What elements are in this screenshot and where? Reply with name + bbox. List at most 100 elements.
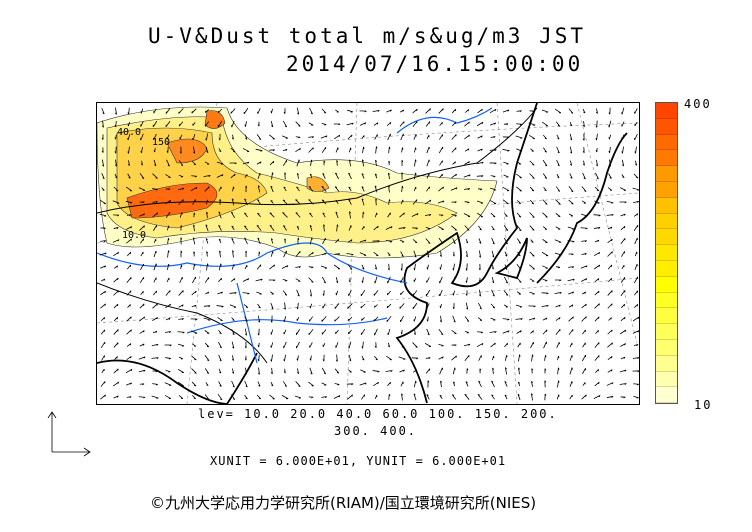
wind-arrow: [399, 109, 405, 113]
wind-arrow: [632, 330, 640, 334]
wind-arrow: [385, 239, 393, 243]
wind-arrow: [414, 159, 417, 167]
wind-arrow: [165, 108, 171, 114]
wind-arrow: [348, 369, 352, 373]
wind-arrow: [581, 316, 587, 322]
wind-arrow: [476, 342, 484, 348]
contour-levels-line1: lev= 10.0 20.0 40.0 60.0 100. 150. 200.: [198, 407, 558, 421]
wind-arrow: [607, 303, 613, 309]
wind-arrow: [296, 107, 300, 115]
wind-arrow: [230, 394, 236, 400]
wind-arrow: [166, 134, 170, 140]
wind-arrow: [516, 277, 522, 283]
wind-arrow: [309, 173, 313, 179]
wind-arrow: [595, 330, 599, 334]
wind-arrow: [557, 380, 560, 388]
colorbar-band: [656, 355, 677, 372]
wind-arrow: [502, 186, 510, 192]
wind-arrow: [491, 289, 495, 297]
wind-arrow: [581, 200, 587, 204]
wind-arrow: [620, 290, 626, 296]
wind-arrow: [204, 186, 210, 192]
colorbar-band: [656, 150, 677, 167]
wind-arrow: [388, 393, 391, 400]
wind-arrow: [245, 185, 248, 193]
wind-arrow: [361, 159, 365, 167]
wind-arrow: [516, 238, 522, 244]
wind-arrow: [348, 329, 352, 335]
wind-arrow: [126, 277, 132, 283]
wind-arrow: [244, 328, 248, 336]
wind-arrow: [464, 134, 470, 140]
wind-arrow: [308, 316, 313, 322]
wind-arrow: [100, 199, 106, 205]
wind-arrow: [530, 341, 534, 349]
wind-arrow: [127, 121, 130, 127]
wind-arrow: [361, 173, 365, 179]
wind-arrow: [296, 186, 300, 192]
wind-arrow: [296, 225, 300, 231]
wind-arrow: [282, 159, 288, 167]
wind-arrow: [218, 186, 222, 192]
wind-arrow: [348, 225, 352, 231]
wind-arrow: [152, 200, 158, 204]
wind-arrow: [138, 396, 146, 399]
wind-arrow: [439, 303, 442, 309]
wind-arrow: [322, 172, 326, 179]
wind-arrow: [152, 188, 158, 191]
wind-arrow: [452, 263, 455, 271]
wind-arrow: [516, 148, 522, 152]
contour-labels: 40.0 150 10.0: [117, 127, 170, 241]
wind-arrow: [321, 185, 327, 192]
wind-arrow: [374, 394, 378, 400]
colorbar-band: [656, 371, 677, 388]
wind-arrow: [518, 367, 521, 375]
colorbar-band: [656, 134, 677, 151]
wind-arrow: [361, 277, 364, 283]
wind-arrow: [152, 212, 158, 218]
wind-arrow: [178, 290, 184, 296]
wind-arrow: [218, 224, 222, 231]
wind-arrow: [489, 162, 497, 165]
wind-arrow: [283, 368, 286, 374]
wind-arrow: [270, 381, 274, 387]
wind-arrow: [529, 212, 535, 218]
wind-arrow: [620, 225, 626, 231]
wind-arrow: [309, 107, 313, 115]
wind-arrow: [100, 329, 106, 335]
wind-arrow: [529, 251, 535, 257]
wind-arrow: [620, 303, 626, 309]
wind-arrow: [295, 341, 300, 349]
wind-arrow: [425, 289, 431, 297]
wind-arrow: [165, 369, 171, 373]
wind-arrow: [476, 161, 484, 165]
wind-arrow: [426, 394, 430, 400]
wind-arrow: [360, 289, 366, 297]
wind-arrow: [595, 172, 599, 180]
wind-arrow: [333, 264, 341, 270]
wind-arrow: [335, 354, 338, 362]
wind-arrow: [283, 186, 287, 192]
wind-arrow: [529, 160, 535, 166]
wind-arrow: [153, 277, 157, 283]
wind-arrow: [581, 240, 587, 243]
wind-arrow: [321, 146, 327, 154]
wind-arrow: [633, 304, 639, 308]
wind-arrow: [477, 317, 483, 321]
wind-arrow: [595, 369, 599, 373]
wind-arrow: [606, 382, 614, 386]
wind-arrow: [113, 290, 119, 296]
wind-arrow: [542, 226, 548, 230]
dust-concentration-fill: [96, 106, 498, 259]
wind-arrow: [244, 341, 247, 349]
wind-arrow: [517, 342, 521, 348]
wind-arrow: [179, 134, 183, 140]
wind-arrow: [322, 354, 325, 362]
wind-arrow: [334, 186, 340, 192]
wind-arrow: [282, 212, 288, 218]
wind-arrow: [361, 186, 365, 192]
wind-arrow: [490, 175, 496, 178]
wind-arrow: [517, 393, 521, 401]
wind-arrow: [516, 212, 522, 218]
wind-arrow: [542, 212, 548, 218]
